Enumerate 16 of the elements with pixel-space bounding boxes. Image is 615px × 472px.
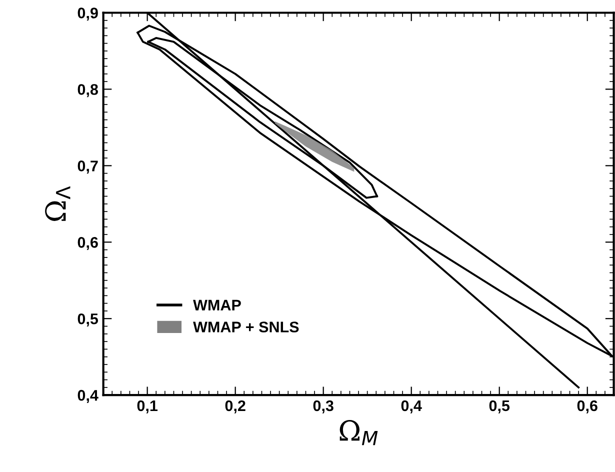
y-tick-label: 0,8 [78, 84, 98, 98]
x-axis-title: Ω$_{M}$ [340, 420, 378, 446]
y-tick-label: 0,6 [78, 237, 98, 250]
x-tick-label: 0,6 [577, 400, 598, 414]
x-tick-label: 0,1 [137, 400, 158, 414]
x-tick-label: 0,5 [489, 400, 510, 414]
y-tick-label: 0,5 [78, 313, 98, 326]
x-tick-label: 0,3 [313, 400, 334, 414]
x-tick-label: 0,2 [225, 400, 246, 414]
y-tick-label: 0,4 [78, 390, 98, 403]
y-axis-title: Ω$_{Λ}$ [45, 186, 70, 221]
legend-label: WMAP [193, 300, 241, 310]
legend-label: WMAP + SNLS [193, 322, 299, 332]
x-tick-label: 0,4 [401, 400, 422, 414]
y-tick-label: 0,9 [78, 8, 98, 21]
y-tick-label: 0,7 [78, 160, 98, 174]
